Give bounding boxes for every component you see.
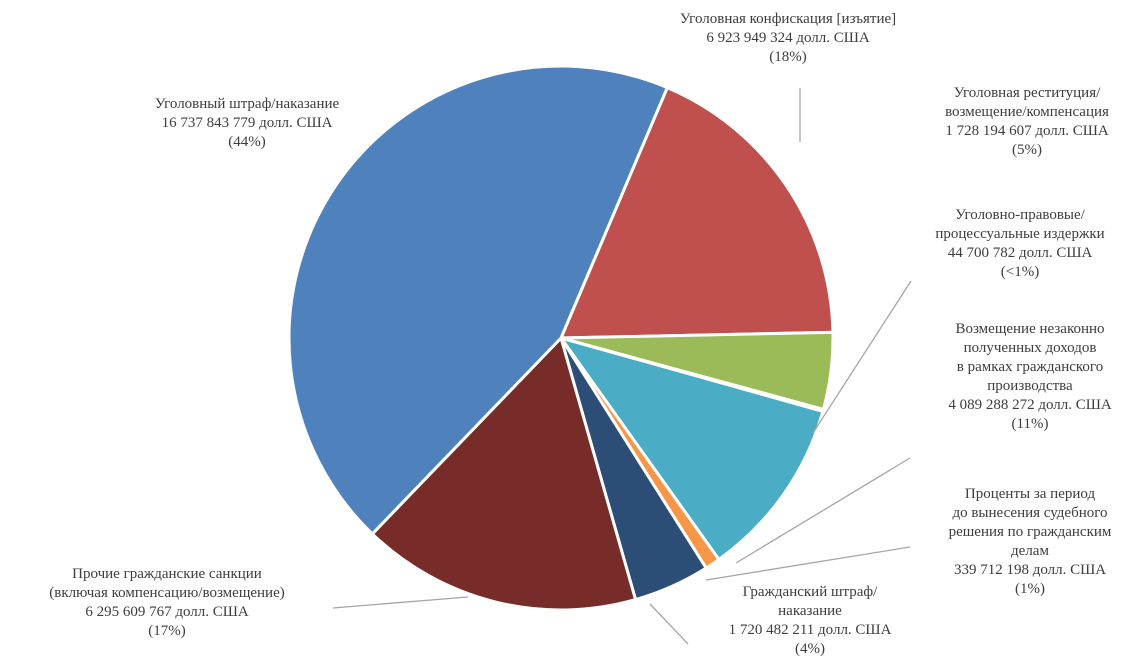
slice-label-criminal-restitution: Уголовная реституция/возмещение/компенса…	[945, 85, 1109, 158]
slice-label-line: (17%)	[148, 623, 186, 639]
slice-label-criminal-costs: Уголовно-правовые/процессуальные издержк…	[935, 207, 1104, 280]
pie-slice-criminal-confiscation	[558, 85, 835, 340]
slice-label-line: 44 700 782 долл. США	[948, 245, 1093, 261]
slice-label-line: Проценты за период	[965, 486, 1096, 502]
slice-label-line: Уголовная реституция/	[954, 85, 1101, 101]
slice-label-line: 4 089 288 272 долл. США	[948, 397, 1112, 413]
slice-label-line: (включая компенсацию/возмещение)	[49, 585, 284, 601]
slice-label-line: производства	[987, 378, 1073, 394]
leader-line-prejudgment-interest	[705, 546, 911, 581]
pie-slice-criminal-fine	[287, 64, 670, 537]
slice-label-line: (18%)	[769, 49, 807, 65]
slice-label-criminal-fine: Уголовный штраф/наказание 16 737 843 779 …	[155, 96, 340, 150]
slice-label-criminal-confiscation: Уголовная конфискация [изъятие] 6 923 949…	[680, 11, 896, 65]
slice-label-line: полученных доходов	[964, 340, 1097, 356]
pie-slices	[287, 64, 835, 612]
slice-label-line: 6 295 609 767 долл. США	[85, 604, 249, 620]
slice-label-line: 1 720 482 211 долл. США	[729, 622, 892, 638]
leader-line-civil-disgorgement	[735, 457, 911, 564]
slice-label-line: (11%)	[1012, 416, 1049, 432]
leader-line-civil-penalty	[649, 603, 689, 645]
leader-line-criminal-costs	[812, 280, 912, 434]
slice-label-line: процессуальные издержки	[935, 226, 1104, 242]
slice-label-line: 1 728 194 607 долл. США	[945, 123, 1109, 139]
slice-label-line: Возмещение незаконно	[955, 321, 1104, 337]
slice-label-line: в рамках гражданского	[957, 359, 1103, 375]
slice-label-line: (5%)	[1012, 142, 1042, 158]
slice-label-line: 339 712 198 долл. США	[954, 562, 1106, 578]
slice-label-line: возмещение/компенсация	[945, 104, 1109, 120]
slice-label-line: (<1%)	[1001, 264, 1039, 280]
slice-label-line: делам	[1011, 543, 1049, 559]
slice-label-line: 16 737 843 779 долл. США	[162, 115, 333, 131]
slice-label-line: Прочие гражданские санкции	[72, 566, 262, 582]
slice-label-line: до вынесения судебного	[952, 505, 1107, 521]
slice-label-other-civil: Прочие гражданские санкции (включая компе…	[49, 566, 284, 639]
slice-label-civil-penalty: Гражданский штраф/наказание 1 720 482 211…	[729, 584, 892, 657]
slice-labels: Уголовная конфискация [изъятие] 6 923 949…	[49, 11, 1112, 657]
slice-label-prejudgment-interest: Проценты за период до вынесения судебного…	[949, 486, 1112, 597]
slice-label-line: Уголовно-правовые/	[955, 207, 1085, 223]
slice-label-civil-disgorgement: Возмещение незаконно полученных доходов в …	[948, 321, 1112, 432]
slice-label-line: наказание	[778, 603, 842, 619]
pie-slice-other-civil	[370, 335, 638, 612]
slice-label-line: Гражданский штраф/	[743, 584, 878, 600]
slice-label-line: (4%)	[795, 641, 825, 657]
slice-label-line: Уголовная конфискация [изъятие]	[680, 11, 896, 27]
slice-label-line: (44%)	[228, 134, 266, 150]
slice-label-line: решения по гражданским	[949, 524, 1112, 540]
slice-label-line: (1%)	[1015, 581, 1045, 597]
slice-label-line: 6 923 949 324 долл. США	[706, 30, 870, 46]
leader-lines	[332, 88, 912, 645]
leader-line-other-civil	[332, 596, 469, 609]
slice-label-line: Уголовный штраф/наказание	[155, 96, 340, 112]
